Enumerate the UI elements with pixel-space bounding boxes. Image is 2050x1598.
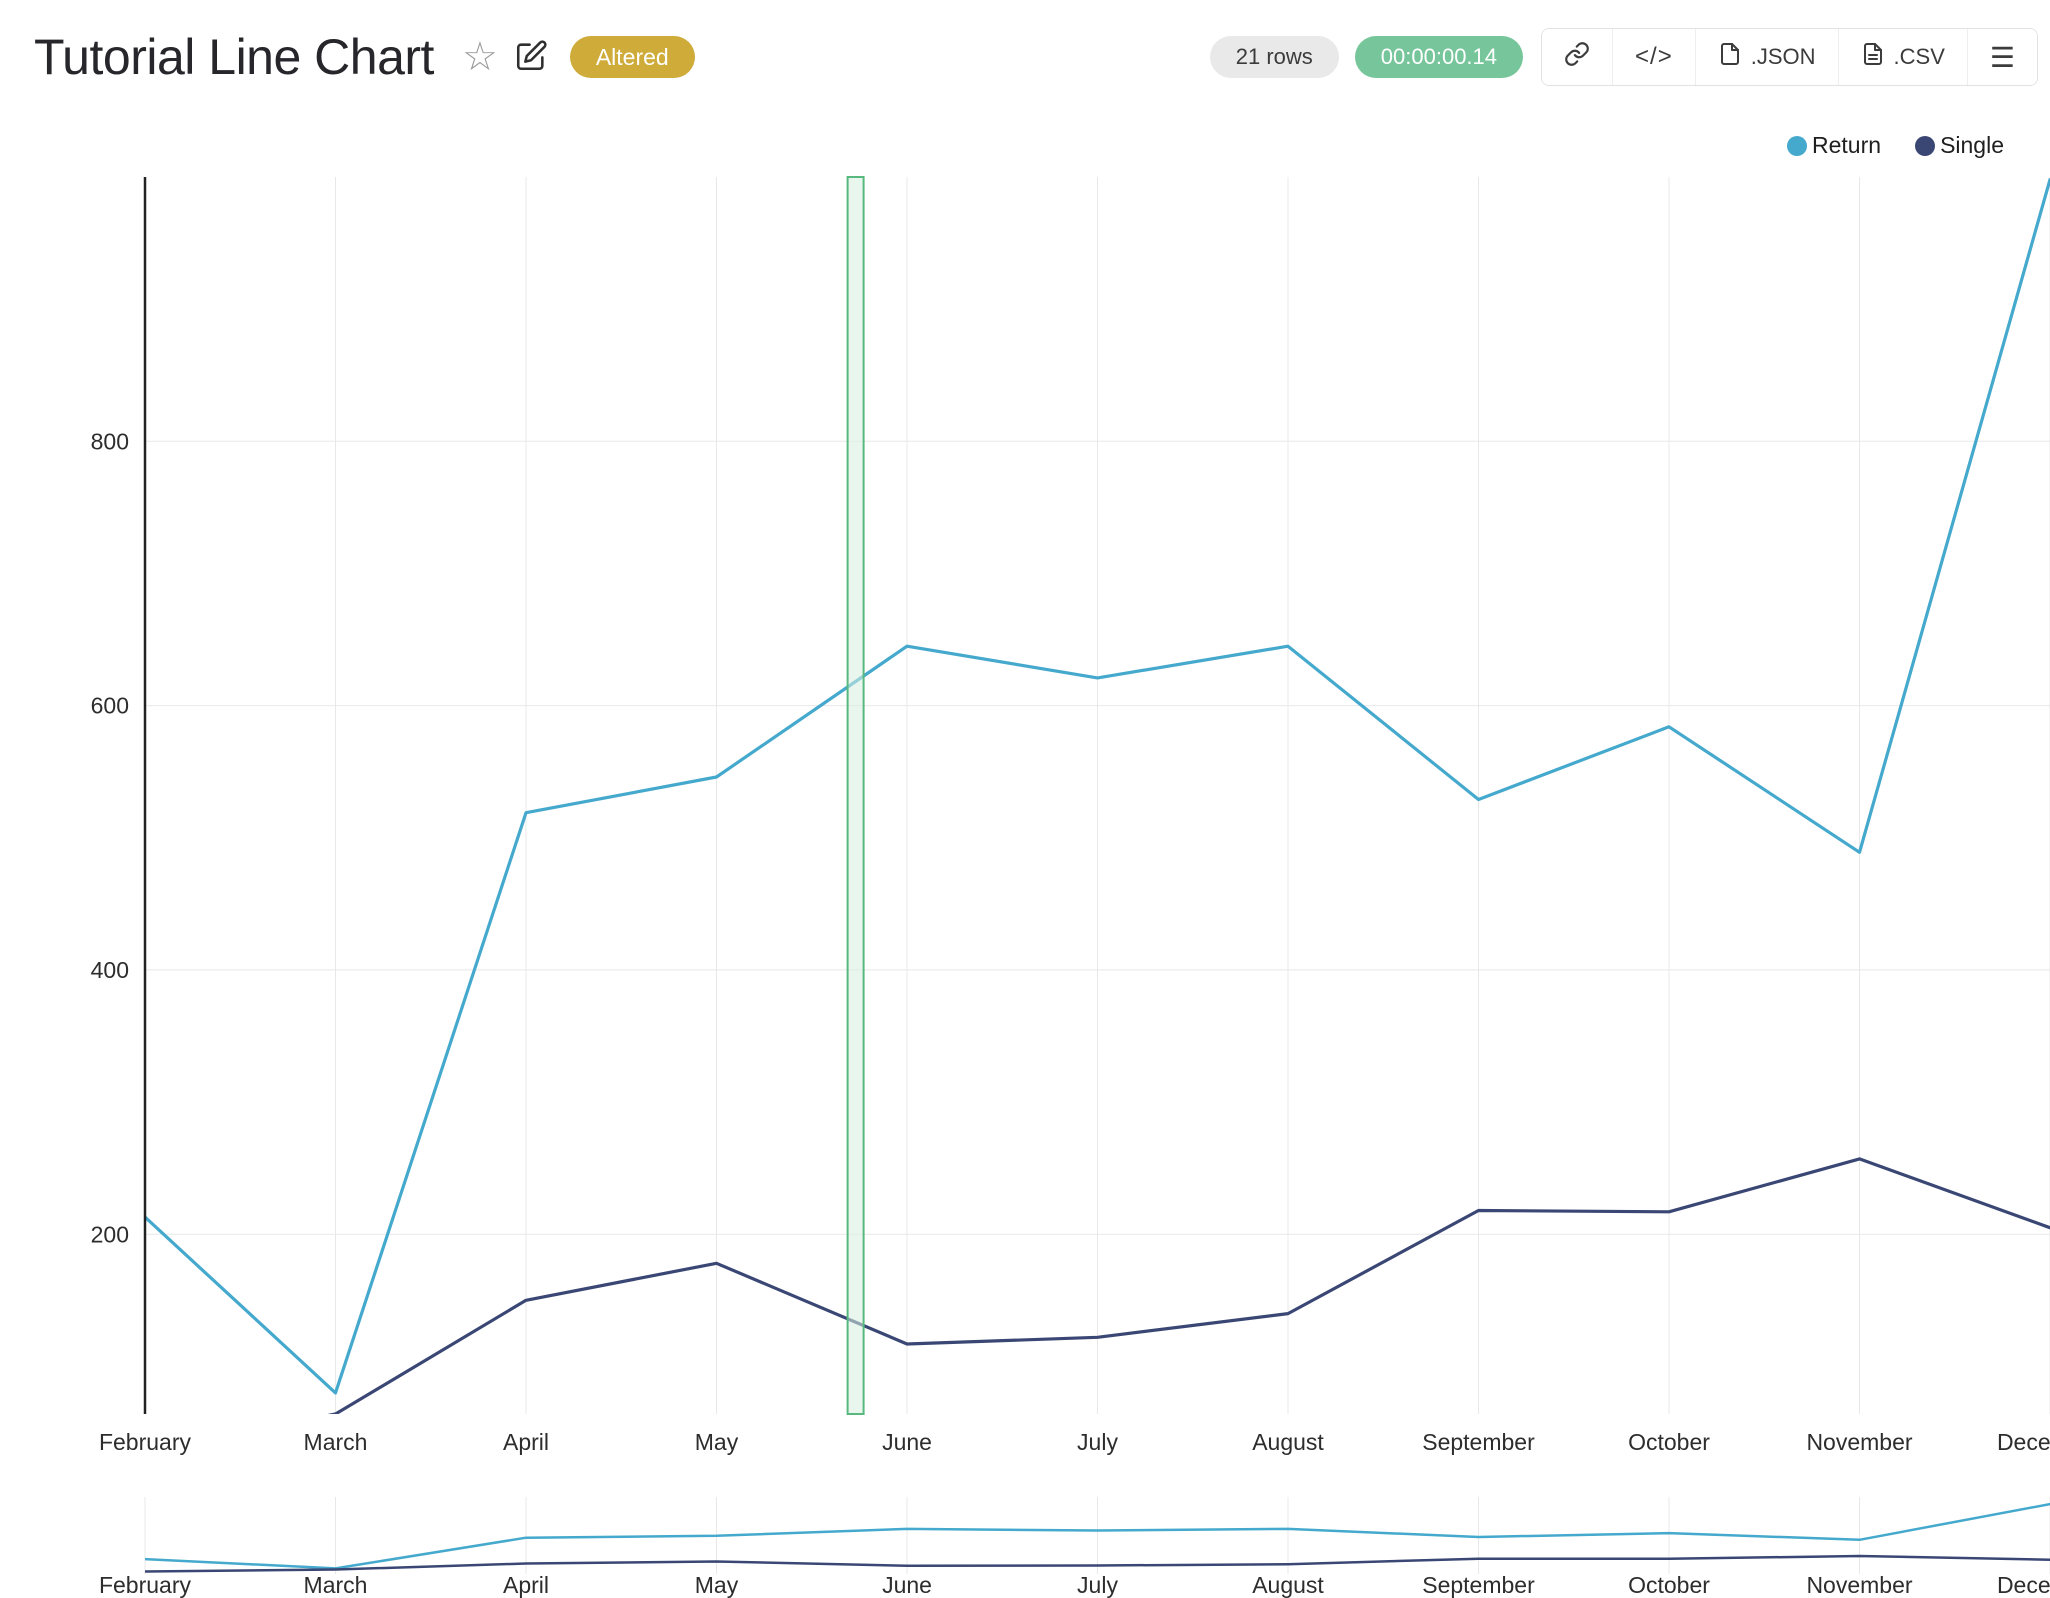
row-count-badge: 21 rows xyxy=(1209,36,1339,78)
menu-button[interactable]: ☰ xyxy=(1966,29,2037,85)
svg-text:December: December xyxy=(1997,1572,2050,1598)
svg-text:800: 800 xyxy=(91,428,129,454)
svg-text:August: August xyxy=(1252,1572,1324,1598)
return-series-dot-icon xyxy=(1787,135,1808,156)
svg-text:June: June xyxy=(882,1572,932,1598)
legend-label: Return xyxy=(1812,132,1882,158)
svg-text:October: October xyxy=(1628,1429,1710,1455)
favorite-star-icon[interactable]: ☆ xyxy=(462,37,498,77)
hamburger-menu-icon: ☰ xyxy=(1989,41,2015,73)
svg-text:400: 400 xyxy=(91,957,129,983)
json-file-icon xyxy=(1718,42,1742,72)
svg-text:November: November xyxy=(1806,1429,1912,1455)
svg-text:March: March xyxy=(304,1572,368,1598)
svg-text:April: April xyxy=(503,1429,549,1455)
svg-text:July: July xyxy=(1077,1429,1118,1455)
export-csv-label: .CSV xyxy=(1893,44,1945,69)
altered-badge: Altered xyxy=(569,36,695,78)
export-json-button[interactable]: .JSON xyxy=(1694,29,1838,85)
legend-item-single[interactable]: Single xyxy=(1915,132,2004,159)
svg-text:February: February xyxy=(99,1572,192,1598)
svg-text:December: December xyxy=(1997,1429,2050,1455)
range-selector-minimap[interactable]: February March April May June July August Septe… xyxy=(0,1480,2050,1598)
link-icon xyxy=(1564,41,1590,73)
code-icon: </> xyxy=(1635,43,1673,70)
chart-legend: Return Single xyxy=(1787,132,2004,159)
svg-text:July: July xyxy=(1077,1572,1118,1598)
header: Tutorial Line Chart ☆ Altered 21 rows 00… xyxy=(0,0,2050,100)
svg-text:September: September xyxy=(1422,1429,1535,1455)
svg-text:June: June xyxy=(882,1429,932,1455)
svg-text:February: February xyxy=(99,1429,192,1455)
svg-text:September: September xyxy=(1422,1572,1535,1598)
embed-code-button[interactable]: </> xyxy=(1612,29,1695,85)
svg-text:200: 200 xyxy=(91,1221,129,1247)
export-csv-button[interactable]: .CSV xyxy=(1837,29,1967,85)
export-json-label: .JSON xyxy=(1750,44,1816,69)
svg-text:March: March xyxy=(304,1429,368,1455)
query-timer-badge: 00:00:00.14 xyxy=(1354,36,1524,78)
main-line-chart[interactable]: 200 400 600 800 February March April May June Jul… xyxy=(0,0,2050,1480)
page-title: Tutorial Line Chart xyxy=(34,29,434,85)
link-button[interactable] xyxy=(1542,29,1613,85)
export-button-group: </> .JSON xyxy=(1541,28,2038,86)
legend-label: Single xyxy=(1940,132,2004,158)
edit-button[interactable] xyxy=(514,39,548,75)
csv-file-icon xyxy=(1861,42,1885,72)
star-icon: ☆ xyxy=(461,35,498,79)
svg-text:600: 600 xyxy=(91,693,129,719)
svg-text:May: May xyxy=(695,1572,739,1598)
svg-text:May: May xyxy=(695,1429,739,1455)
header-toolbar: 21 rows 00:00:00.14 </> xyxy=(1209,28,2038,86)
svg-text:November: November xyxy=(1806,1572,1912,1598)
edit-pencil-icon xyxy=(514,39,548,75)
svg-text:August: August xyxy=(1252,1429,1324,1455)
svg-text:April: April xyxy=(503,1572,549,1598)
svg-text:October: October xyxy=(1628,1572,1710,1598)
single-series-dot-icon xyxy=(1915,135,1936,156)
legend-item-return[interactable]: Return xyxy=(1787,132,1881,159)
